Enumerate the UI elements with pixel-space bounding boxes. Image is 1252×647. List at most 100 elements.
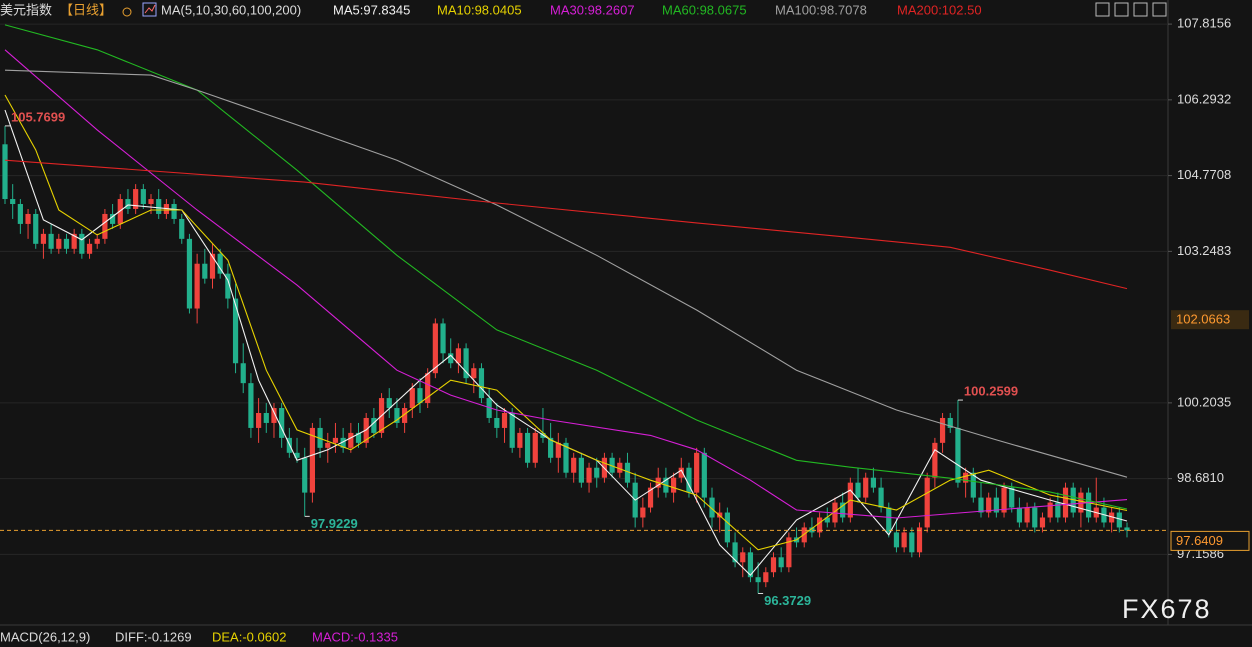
candle-body [471, 368, 477, 379]
last-price-box [1170, 530, 1250, 551]
candle-body [1116, 512, 1122, 528]
candle-body [325, 442, 331, 448]
legend-entry: MA100:98.7078 [775, 2, 867, 17]
candle-body [986, 497, 992, 513]
candle-body [740, 552, 746, 563]
candle-body [86, 243, 93, 254]
candle-body [778, 557, 784, 568]
y-tick-label: 98.6810 [1177, 470, 1224, 485]
candle-body [171, 204, 177, 219]
annotation-label: 100.2599 [964, 384, 1018, 399]
candle-body [1078, 492, 1084, 513]
candle-body [209, 253, 216, 279]
candle-body [563, 442, 569, 473]
ma-line [4, 49, 1128, 519]
candle-body [133, 189, 139, 209]
candle-body [1062, 487, 1069, 518]
macd-title: MACD(26,12,9) [0, 629, 90, 644]
macd-dea: DEA:-0.0602 [212, 629, 286, 644]
candle-body [732, 542, 738, 563]
candle-body [332, 437, 339, 443]
candle-body [432, 323, 438, 374]
candle-body [855, 482, 861, 498]
candle-body [670, 477, 677, 493]
candle-body [817, 517, 823, 533]
candle-body [79, 233, 85, 254]
candle-body [617, 462, 623, 473]
price-marker-label: 102.0663 [1176, 312, 1230, 327]
tool-button[interactable] [1133, 2, 1148, 17]
candle-body [2, 144, 8, 200]
candle-body [1001, 487, 1007, 513]
candle-body [33, 213, 39, 244]
candle-body [801, 527, 807, 543]
candle-body [532, 432, 538, 463]
candle-body [217, 253, 223, 274]
candle-body [17, 204, 23, 224]
indicator-icon-line [144, 4, 156, 14]
legend-entry: MA5:97.8345 [333, 2, 410, 17]
candle-body [25, 213, 31, 224]
y-tick-label: 106.2932 [1177, 91, 1231, 106]
candle-body [355, 432, 362, 443]
candle-body [832, 502, 838, 523]
candle-body [63, 238, 70, 249]
watermark: FX678 [1122, 594, 1212, 624]
annotation-label: 97.9229 [311, 516, 358, 531]
candle-body [425, 373, 431, 404]
candle-body [156, 199, 162, 214]
legend-entry: MA10:98.0405 [437, 2, 522, 17]
tool-button[interactable] [1114, 2, 1129, 17]
candle-body [394, 408, 400, 423]
candle-body [901, 532, 907, 548]
candle-body [56, 238, 62, 249]
candle-body [571, 457, 577, 473]
candle-body [202, 263, 208, 279]
candle-body [548, 437, 554, 458]
ma-line [4, 69, 1128, 478]
y-tick-label: 100.2035 [1177, 394, 1231, 409]
candle-body [225, 273, 231, 299]
candle-body [517, 432, 523, 448]
candle-body [578, 457, 584, 483]
candle-body [1124, 527, 1130, 531]
candle-body [840, 502, 846, 518]
y-tick-label: 103.2483 [1177, 243, 1231, 258]
candle-body [348, 432, 354, 448]
candle-body [824, 517, 830, 523]
macd-diff: DIFF:-0.1269 [115, 629, 192, 644]
y-tick-label: 104.7708 [1177, 167, 1231, 182]
candle-body [763, 572, 769, 583]
candle-body [893, 532, 900, 548]
candle-body [993, 497, 999, 513]
candle-body [770, 557, 777, 573]
legend-entry: MA60:98.0675 [662, 2, 747, 17]
candle-body [924, 477, 930, 528]
candle-body [640, 507, 646, 518]
period-label[interactable]: 【日线】 [60, 2, 112, 17]
candle-body [448, 353, 454, 364]
add-icon[interactable] [122, 7, 132, 17]
candle-body [302, 457, 308, 493]
candle-body [309, 427, 315, 493]
price-marker-box [1171, 310, 1249, 330]
candle-body [878, 487, 884, 508]
candle-body [978, 497, 984, 513]
candle-body [194, 263, 200, 309]
candle-body [509, 413, 515, 448]
instrument-title: 美元指数 [0, 2, 52, 17]
last-price-label: 97.6409 [1176, 533, 1223, 548]
candle-body [340, 437, 346, 448]
indicator-icon[interactable] [142, 2, 157, 17]
candle-body [916, 527, 923, 553]
candle-body [694, 452, 700, 493]
candle-body [402, 408, 408, 423]
candle-body [1016, 507, 1023, 523]
candle-body [1109, 512, 1115, 523]
tool-button[interactable] [1095, 2, 1110, 17]
tool-button[interactable] [1152, 2, 1167, 17]
candle-body [594, 467, 600, 478]
candle-body [678, 467, 684, 478]
candle-body [809, 527, 815, 533]
